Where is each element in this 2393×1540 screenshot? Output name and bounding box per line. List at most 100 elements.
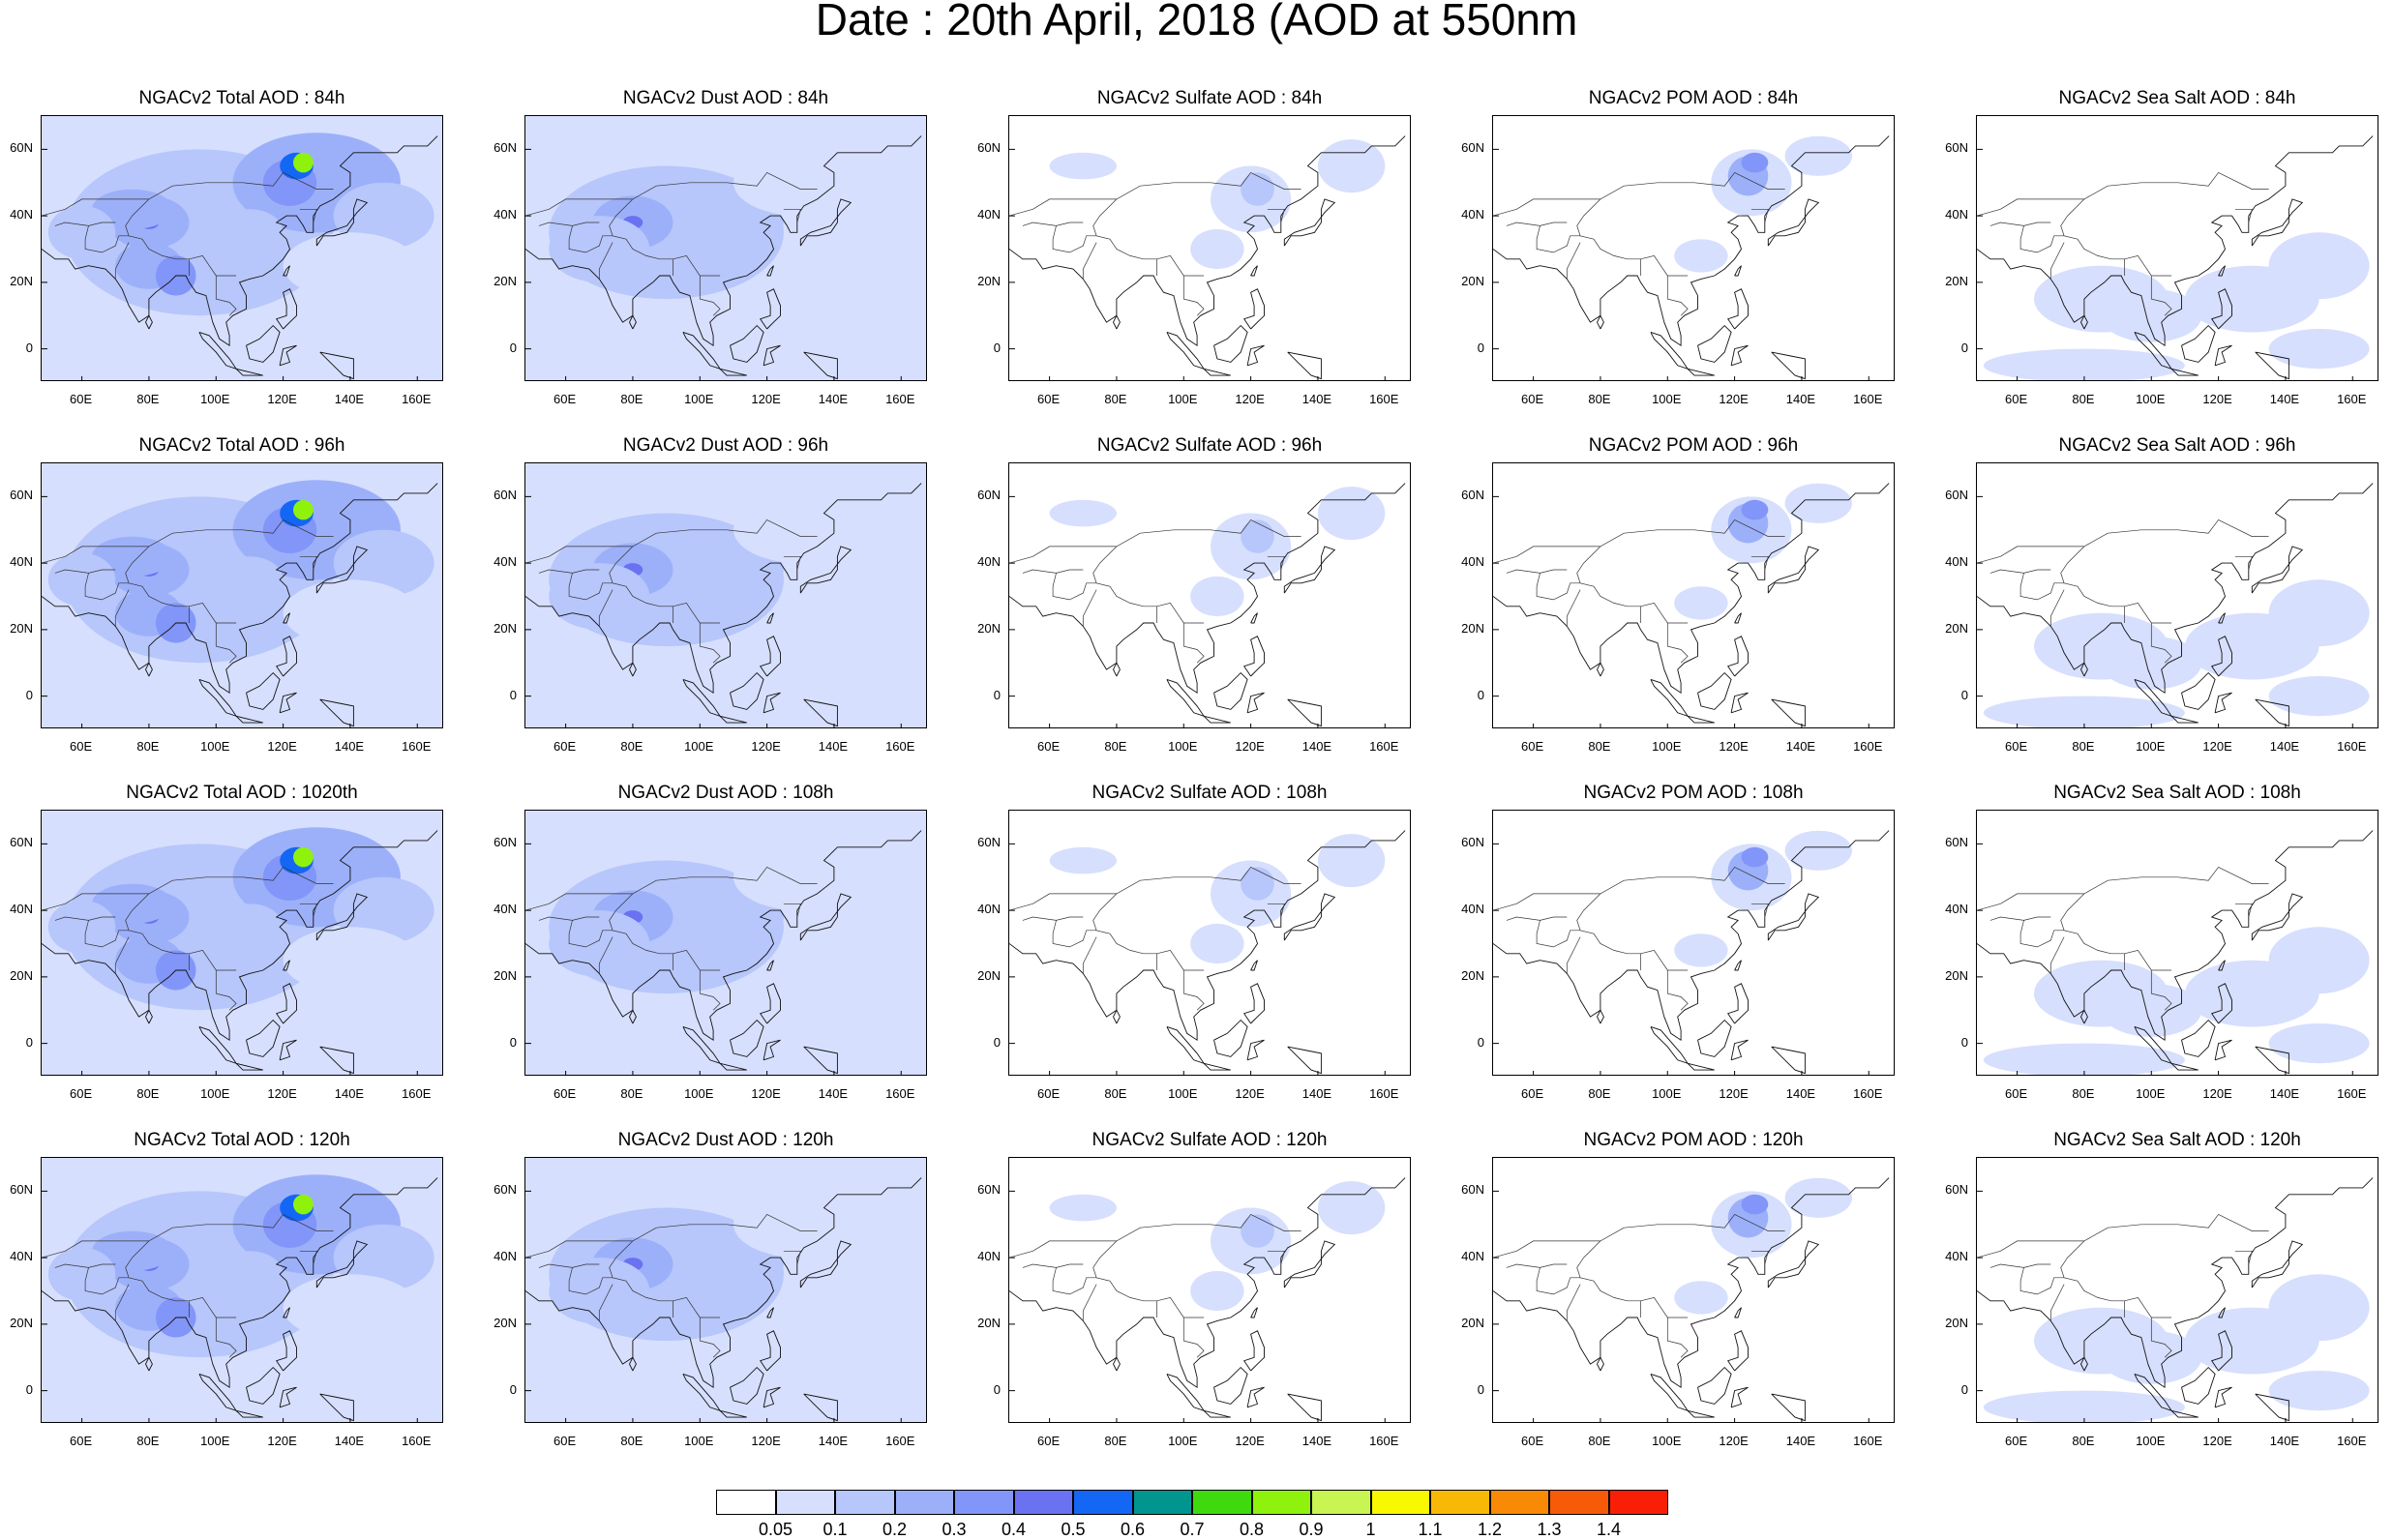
aod-contour-patch <box>2268 1023 2370 1064</box>
country-border <box>1566 242 1581 280</box>
island-outline <box>1283 198 1336 247</box>
country-border <box>1493 866 1785 911</box>
aod-contour-patch <box>283 927 418 994</box>
colorbar-label: 0.8 <box>1239 1520 1265 1539</box>
longitude-label: 160E <box>1369 392 1399 406</box>
aod-contour-patch <box>1241 172 1274 206</box>
latitude-label: 0 <box>993 687 1001 702</box>
longitude-label: 60E <box>1037 739 1061 754</box>
longitude-label: 60E <box>553 1434 577 1448</box>
country-border <box>1977 1213 2269 1259</box>
island-outline <box>1726 1330 1749 1372</box>
country-border <box>1267 555 1285 571</box>
longitude-label: 80E <box>620 1086 643 1101</box>
aod-map-svg <box>1009 135 1406 380</box>
longitude-label: 160E <box>402 1086 432 1101</box>
latitude-label: 20N <box>10 1315 33 1330</box>
island-outline <box>275 983 297 1024</box>
island-outline <box>275 636 297 677</box>
country-border <box>299 1250 317 1265</box>
island-outline <box>1697 324 1732 363</box>
aod-contour-patch <box>333 876 434 944</box>
aod-contour-patch <box>1983 1390 2185 1422</box>
country-border <box>1173 295 1182 323</box>
longitude-label: 160E <box>1369 1434 1399 1448</box>
country-border <box>54 1263 116 1268</box>
island-outline <box>1596 1009 1604 1024</box>
country-border <box>1506 916 1568 921</box>
island-outline <box>198 678 238 718</box>
aod-contour-patch <box>682 1237 784 1291</box>
aod-contour-patch <box>2101 288 2202 342</box>
latitude-label: 20N <box>10 620 33 636</box>
country-border <box>598 589 613 627</box>
country-border <box>1576 893 1689 971</box>
island-outline <box>1767 1240 1820 1288</box>
longitude-label: 60E <box>2005 739 2028 754</box>
colorbar-label: 0.05 <box>758 1520 793 1539</box>
island-outline <box>235 1409 263 1418</box>
island-outline <box>799 546 853 594</box>
island-outline <box>1596 314 1604 330</box>
longitude-label: 80E <box>2072 1434 2095 1448</box>
country-border <box>1022 916 1084 921</box>
colorbar-label: 0.4 <box>1001 1520 1027 1539</box>
colorbar-label: 0.5 <box>1061 1520 1086 1539</box>
country-border <box>2140 990 2149 1018</box>
latitude-label: 40N <box>10 554 33 570</box>
aod-contour-patch <box>1784 1177 1852 1218</box>
panel-title: NGACv2 Total AOD : 1020th <box>126 783 358 803</box>
country-border <box>1657 1337 1665 1365</box>
coastline <box>525 483 922 695</box>
longitude-label: 140E <box>2269 739 2300 754</box>
country-border <box>538 1263 600 1268</box>
country-border <box>2234 1250 2253 1265</box>
country-border <box>1182 276 1205 316</box>
map-panel: NGACv2 POM AOD : 84h 60N 40N 20N 0 60E 80E 100E… <box>1461 85 1937 424</box>
latitude-label: 20N <box>977 620 1001 636</box>
colorbar-label: 1.1 <box>1418 1520 1443 1539</box>
latitude-label: 40N <box>977 207 1001 222</box>
country-border <box>125 893 237 971</box>
island-outline <box>198 1025 238 1065</box>
latitude-label: 0 <box>993 1034 1001 1050</box>
island-outline <box>319 1393 354 1422</box>
latitude-label: 60N <box>977 488 1001 503</box>
island-outline <box>730 1366 764 1405</box>
island-outline <box>1726 636 1749 677</box>
country-border <box>2140 642 2149 670</box>
aod-map-svg <box>42 116 442 380</box>
aod-contour-patch <box>47 205 116 259</box>
latitude-label: 60N <box>977 835 1001 850</box>
panel-title: NGACv2 Sulfate AOD : 108h <box>1092 783 1328 803</box>
longitude-label: 80E <box>136 1086 160 1101</box>
island-outline <box>198 331 238 370</box>
country-border <box>114 242 130 280</box>
latitude-label: 60N <box>1461 835 1484 850</box>
aod-contour-patch <box>1784 483 1852 523</box>
island-outline <box>2214 1039 2232 1061</box>
country-border <box>598 936 613 974</box>
latitude-label: 20N <box>1461 620 1484 636</box>
country-border <box>84 920 130 948</box>
aod-contour-patch <box>733 844 868 911</box>
country-border <box>1173 990 1182 1018</box>
aod-contour-patch <box>216 1251 284 1298</box>
longitude-label: 80E <box>1104 392 1127 406</box>
island-outline <box>628 314 637 330</box>
longitude-label: 160E <box>1369 1086 1399 1101</box>
country-border <box>1506 1263 1568 1268</box>
country-border <box>1092 1240 1205 1318</box>
coastline <box>1977 483 2374 695</box>
country-border <box>125 198 237 277</box>
longitude-label: 160E <box>2337 392 2367 406</box>
map-panel: NGACv2 Dust AOD : 96h 60N 40N 20N 0 60E 80E 100… <box>494 432 970 771</box>
longitude-label: 60E <box>553 1086 577 1101</box>
island-outline <box>719 1409 747 1418</box>
country-border <box>1022 569 1084 574</box>
country-border <box>1989 569 2051 574</box>
longitude-label: 100E <box>2136 392 2166 406</box>
latitude-label: 60N <box>10 835 33 850</box>
colorbar-swatch <box>1132 1490 1192 1515</box>
longitude-label: 100E <box>684 1434 714 1448</box>
